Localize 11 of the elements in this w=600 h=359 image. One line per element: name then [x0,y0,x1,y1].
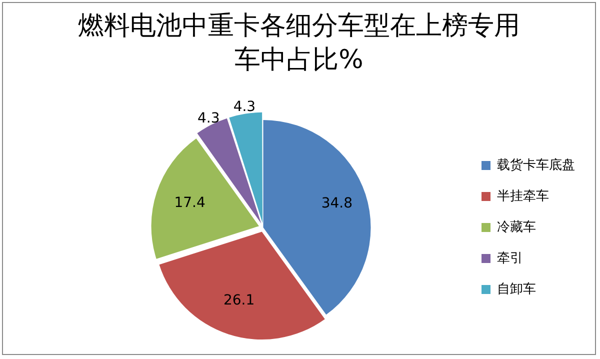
data-label: 34.8 [321,195,352,212]
data-label: 4.3 [197,110,220,127]
legend-label: 牵引 [497,250,523,266]
chart-title: 燃料电池中重卡各细分车型在上榜专用车中占比% [77,10,521,77]
legend-label: 载货卡车底盘 [497,158,575,173]
legend-label: 冷藏车 [497,220,536,235]
legend-label: 自卸车 [497,282,536,297]
legend-label: 半挂牵车 [497,188,549,204]
data-label: 17.4 [174,194,206,211]
data-label: 4.3 [233,99,256,116]
data-label: 26.1 [223,292,255,309]
